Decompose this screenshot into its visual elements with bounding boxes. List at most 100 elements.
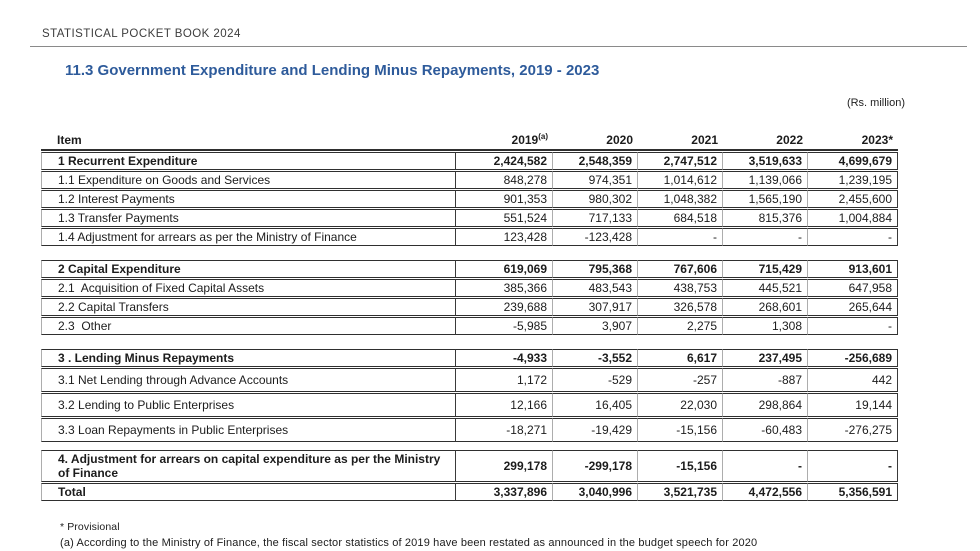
column-header-2023: 2023* bbox=[808, 127, 898, 151]
value-cell: 1,308 bbox=[723, 317, 808, 335]
value-cell: 237,495 bbox=[723, 349, 808, 367]
value-cell: 795,368 bbox=[553, 260, 638, 278]
value-cell: 298,864 bbox=[723, 393, 808, 417]
value-cell: 715,429 bbox=[723, 260, 808, 278]
header-divider bbox=[30, 46, 967, 47]
value-cell: 3,907 bbox=[553, 317, 638, 335]
value-cell: 684,518 bbox=[638, 209, 723, 227]
table-row: 1.3 Transfer Payments 551,524 717,133 684,5… bbox=[41, 209, 898, 227]
item-cell: 2.1 Acquisition of Fixed Capital Assets bbox=[41, 279, 456, 297]
value-cell: 848,278 bbox=[456, 171, 553, 189]
value-cell: 265,644 bbox=[808, 298, 898, 316]
value-cell: -15,156 bbox=[638, 450, 723, 482]
value-cell: 16,405 bbox=[553, 393, 638, 417]
value-cell: 385,366 bbox=[456, 279, 553, 297]
item-cell: 3 . Lending Minus Repayments bbox=[41, 349, 456, 367]
item-cell: 1.2 Interest Payments bbox=[41, 190, 456, 208]
value-cell: 6,617 bbox=[638, 349, 723, 367]
value-cell: 438,753 bbox=[638, 279, 723, 297]
expenditure-table: Item 2019(a) 2020 2021 2022 2023* 1 Recu… bbox=[41, 126, 898, 502]
table-row: 1 Recurrent Expenditure 2,424,582 2,548,35… bbox=[41, 152, 898, 170]
value-cell: 2,424,582 bbox=[456, 152, 553, 170]
value-cell: 551,524 bbox=[456, 209, 553, 227]
item-cell: 1.3 Transfer Payments bbox=[41, 209, 456, 227]
table-row: 1.1 Expenditure on Goods and Services 848… bbox=[41, 171, 898, 189]
value-cell: 4,472,556 bbox=[723, 483, 808, 501]
table-row: 2 Capital Expenditure 619,069 795,368 767,6… bbox=[41, 260, 898, 278]
column-header-2021: 2021 bbox=[638, 127, 723, 151]
value-cell: -256,689 bbox=[808, 349, 898, 367]
column-header-2020: 2020 bbox=[553, 127, 638, 151]
value-cell: 326,578 bbox=[638, 298, 723, 316]
value-cell: 483,543 bbox=[553, 279, 638, 297]
table-gap-row bbox=[41, 247, 898, 259]
value-cell: 2,455,600 bbox=[808, 190, 898, 208]
value-cell: 12,166 bbox=[456, 393, 553, 417]
item-cell: 1.4 Adjustment for arrears as per the Mi… bbox=[41, 228, 456, 246]
value-cell: 3,040,996 bbox=[553, 483, 638, 501]
value-cell: 123,428 bbox=[456, 228, 553, 246]
row-spacer bbox=[41, 247, 898, 259]
value-cell: 4,699,679 bbox=[808, 152, 898, 170]
value-cell: 619,069 bbox=[456, 260, 553, 278]
column-header-2019: 2019(a) bbox=[456, 127, 553, 151]
value-cell: -60,483 bbox=[723, 418, 808, 442]
footnote-provisional: * Provisional bbox=[60, 521, 120, 533]
table-row: 2.2 Capital Transfers 239,688 307,917 326,5… bbox=[41, 298, 898, 316]
value-cell: -276,275 bbox=[808, 418, 898, 442]
value-cell: - bbox=[723, 228, 808, 246]
value-cell: -299,178 bbox=[553, 450, 638, 482]
value-cell: - bbox=[638, 228, 723, 246]
table-header-row: Item 2019(a) 2020 2021 2022 2023* bbox=[41, 127, 898, 151]
value-cell: -19,429 bbox=[553, 418, 638, 442]
column-header-item: Item bbox=[41, 127, 456, 151]
item-cell: 3.3 Loan Repayments in Public Enterprise… bbox=[41, 418, 456, 442]
value-cell: 1,014,612 bbox=[638, 171, 723, 189]
footnote-marker-a: (a) bbox=[538, 132, 548, 141]
value-cell: 445,521 bbox=[723, 279, 808, 297]
value-cell: -18,271 bbox=[456, 418, 553, 442]
value-cell: 442 bbox=[808, 368, 898, 392]
item-cell: 2 Capital Expenditure bbox=[41, 260, 456, 278]
value-cell: 1,172 bbox=[456, 368, 553, 392]
value-cell: 3,337,896 bbox=[456, 483, 553, 501]
value-cell: - bbox=[808, 450, 898, 482]
table-gap-row bbox=[41, 336, 898, 348]
value-cell: 1,048,382 bbox=[638, 190, 723, 208]
value-cell: 1,139,066 bbox=[723, 171, 808, 189]
item-cell: 2.2 Capital Transfers bbox=[41, 298, 456, 316]
value-cell: 239,688 bbox=[456, 298, 553, 316]
table-row: 2.3 Other -5,985 3,907 2,275 1,308- bbox=[41, 317, 898, 335]
value-cell: -529 bbox=[553, 368, 638, 392]
value-cell: 1,565,190 bbox=[723, 190, 808, 208]
value-cell: -257 bbox=[638, 368, 723, 392]
table-row: 1.4 Adjustment for arrears as per the Mi… bbox=[41, 228, 898, 246]
value-cell: - bbox=[808, 228, 898, 246]
value-cell: 299,178 bbox=[456, 450, 553, 482]
value-cell: 5,356,591 bbox=[808, 483, 898, 501]
table-row: 1.2 Interest Payments 901,353 980,302 1,048… bbox=[41, 190, 898, 208]
item-cell: 4. Adjustment for arrears on capital exp… bbox=[41, 450, 456, 482]
item-cell: 3.2 Lending to Public Enterprises bbox=[41, 393, 456, 417]
unit-note: (Rs. million) bbox=[846, 97, 905, 109]
footnote-a: (a) According to the Ministry of Finance… bbox=[60, 537, 758, 549]
item-cell: Total bbox=[41, 483, 456, 501]
table-gap-row bbox=[41, 443, 898, 449]
value-cell: 1,004,884 bbox=[808, 209, 898, 227]
value-cell: -15,156 bbox=[638, 418, 723, 442]
value-cell: 22,030 bbox=[638, 393, 723, 417]
column-header-2022: 2022 bbox=[723, 127, 808, 151]
row-spacer bbox=[41, 336, 898, 348]
value-cell: 647,958 bbox=[808, 279, 898, 297]
value-cell: -3,552 bbox=[553, 349, 638, 367]
item-cell: 2.3 Other bbox=[41, 317, 456, 335]
row-spacer bbox=[41, 443, 898, 449]
item-cell: 1 Recurrent Expenditure bbox=[41, 152, 456, 170]
table-row: 3.2 Lending to Public Enterprises 12,166 1… bbox=[41, 393, 898, 417]
value-cell: 268,601 bbox=[723, 298, 808, 316]
value-cell: -5,985 bbox=[456, 317, 553, 335]
value-cell: - bbox=[808, 317, 898, 335]
table-row: 4. Adjustment for arrears on capital exp… bbox=[41, 450, 898, 482]
value-cell: 2,747,512 bbox=[638, 152, 723, 170]
value-cell: 2,275 bbox=[638, 317, 723, 335]
